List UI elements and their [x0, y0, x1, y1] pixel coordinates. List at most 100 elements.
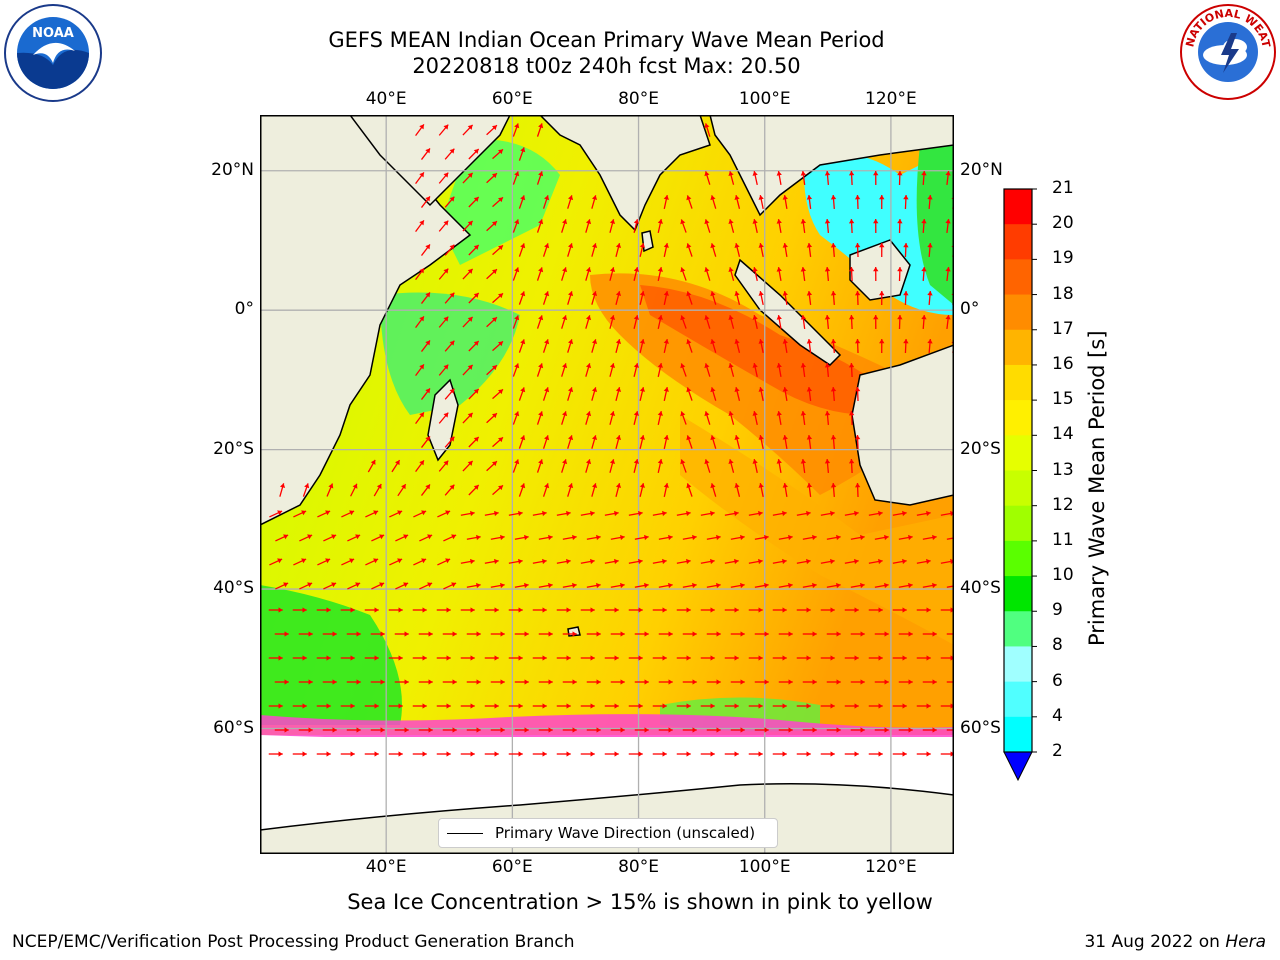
lat-tick-right: 60°S: [960, 717, 1001, 738]
wave-arrow: [415, 363, 425, 377]
colorbar-segment: [1004, 681, 1032, 718]
wave-arrow: [518, 147, 526, 161]
wave-arrow: [776, 458, 782, 474]
wave-arrow: [486, 124, 498, 136]
wave-arrow: [676, 655, 691, 661]
wave-arrow: [561, 411, 568, 425]
wave-arrow: [436, 703, 451, 709]
wave-arrow: [628, 607, 643, 613]
wave-arrow: [796, 510, 811, 517]
wave-arrow: [758, 243, 764, 257]
wave-arrow: [916, 751, 931, 757]
wave-arrow: [754, 582, 769, 589]
wave-arrow: [561, 459, 568, 473]
wave-arrow: [365, 558, 379, 566]
wave-arrow: [824, 458, 831, 474]
wave-arrow: [567, 339, 574, 353]
wave-arrow: [538, 679, 553, 685]
wave-arrow: [824, 266, 831, 282]
wave-arrow: [892, 558, 907, 565]
wave-arrow: [292, 607, 307, 613]
wave-arrow: [898, 534, 913, 541]
wave-arrow: [437, 510, 451, 518]
wave-arrow: [663, 291, 669, 305]
wave-arrow: [806, 242, 813, 258]
wave-arrow: [850, 582, 865, 589]
wave-arrow: [370, 727, 385, 733]
wave-arrow: [609, 411, 616, 425]
wave-arrow: [268, 703, 283, 709]
wave-arrow: [897, 170, 903, 186]
wave-arrow: [682, 679, 697, 685]
wave-arrow: [892, 607, 907, 613]
wave-arrow: [419, 582, 433, 590]
madagascar-land: [427, 378, 459, 462]
legend-label: Primary Wave Direction (unscaled): [495, 824, 756, 842]
wave-arrow: [704, 171, 711, 185]
wave-arrow: [879, 242, 885, 258]
wave-arrow: [903, 338, 909, 354]
wave-arrow: [350, 483, 358, 497]
wave-arrow: [268, 751, 283, 757]
wave-arrow: [782, 386, 788, 402]
wave-arrow: [710, 387, 717, 401]
wave-arrow: [580, 510, 595, 517]
wave-arrow: [734, 243, 741, 257]
wave-arrow: [561, 219, 568, 233]
wave-arrow: [389, 510, 403, 518]
wave-arrow: [927, 338, 933, 354]
wave-arrow: [443, 582, 457, 590]
wave-arrow: [346, 679, 361, 685]
wave-arrow: [820, 558, 835, 565]
wave-arrow: [850, 679, 865, 685]
colorbar-tick-label: 10: [1052, 565, 1074, 586]
wave-arrow: [778, 582, 793, 589]
wave-arrow: [820, 510, 835, 517]
lat-tick-right: 40°S: [960, 578, 1001, 599]
wave-arrow: [364, 655, 379, 661]
wave-arrow: [752, 315, 758, 329]
wave-arrow: [514, 534, 529, 541]
wave-arrow: [873, 314, 879, 330]
wave-arrow: [724, 655, 739, 661]
wave-arrow: [639, 291, 646, 305]
wave-arrow: [316, 655, 331, 661]
lon-tick-top: 60°E: [491, 89, 533, 109]
lon-tick-top: 80°E: [618, 89, 659, 109]
wave-arrow: [873, 170, 879, 186]
wave-arrow: [682, 534, 697, 541]
wave-arrow: [806, 290, 813, 306]
colorbar-tick-label: 12: [1052, 494, 1074, 515]
wave-arrow: [806, 194, 813, 210]
wave-arrow: [274, 727, 289, 733]
wave-arrow: [682, 631, 697, 637]
wave-arrow: [873, 218, 879, 234]
wave-arrow: [316, 703, 331, 709]
wave-arrow: [420, 340, 431, 352]
wave-arrow: [561, 363, 568, 377]
wave-arrow: [536, 219, 544, 233]
high-period-region: [590, 273, 900, 495]
wave-arrow: [663, 195, 669, 209]
wave-arrow: [854, 482, 861, 498]
wave-arrow: [532, 751, 547, 757]
wave-arrow: [824, 362, 831, 378]
lat-tick-left: 20°N: [211, 159, 254, 180]
wave-arrow: [634, 679, 649, 685]
wave-arrow: [604, 703, 619, 709]
colorbar-segment: [1004, 505, 1032, 542]
wave-arrow: [347, 534, 361, 542]
wave-arrow: [633, 459, 640, 473]
wave-arrow: [658, 679, 673, 685]
wave-arrow: [418, 727, 433, 733]
wave-arrow: [275, 534, 289, 542]
wave-arrow: [898, 679, 913, 685]
wave-arrow: [796, 607, 811, 613]
wave-arrow: [462, 412, 474, 424]
colorbar-segment: [1004, 540, 1032, 577]
wave-arrow: [567, 387, 574, 401]
wave-arrow: [460, 655, 475, 661]
colorbar-segment: [1004, 224, 1032, 260]
wave-arrow: [610, 679, 625, 685]
colorbar-tick-label: 9: [1052, 600, 1063, 621]
